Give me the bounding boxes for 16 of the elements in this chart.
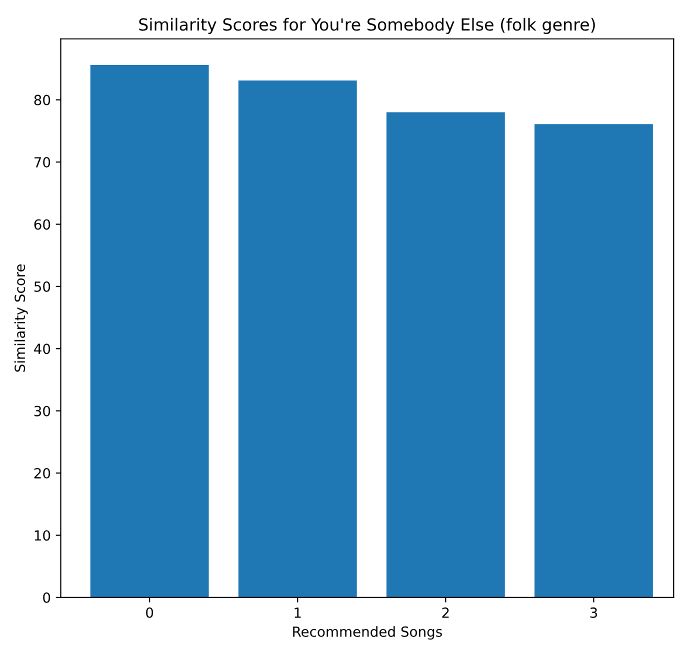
y-axis-title: Similarity Score	[14, 264, 28, 372]
y-tick-label: 80	[34, 94, 50, 106]
x-tick-label: 0	[146, 607, 154, 618]
y-tick-label: 30	[34, 406, 50, 416]
y-tick-label: 50	[34, 281, 50, 292]
x-axis-title: Recommended Songs	[293, 626, 442, 640]
y-tick-label: 0	[43, 592, 50, 603]
x-tick-label: 1	[294, 608, 301, 618]
chart-title: Similarity Scores for You're Somebody Else (folk genre)	[139, 18, 595, 34]
y-tick-label: 20	[34, 468, 50, 479]
x-tick-label: 3	[590, 607, 598, 618]
x-tick-label: 2	[442, 607, 449, 618]
y-tick-label: 60	[34, 219, 50, 230]
y-tick-label: 10	[34, 530, 50, 541]
y-tick-label: 40	[34, 344, 50, 354]
y-tick-label: 70	[34, 157, 50, 168]
